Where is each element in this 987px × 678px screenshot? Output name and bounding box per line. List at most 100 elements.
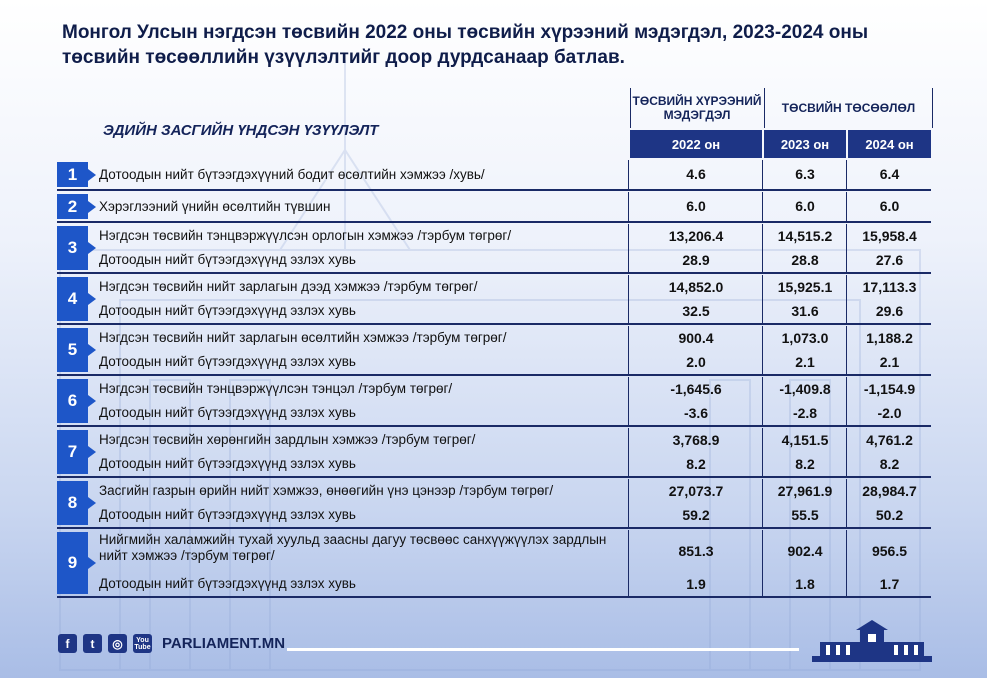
value-cell: 2.1 bbox=[795, 353, 815, 370]
value-cell: 28.8 bbox=[791, 251, 819, 268]
column-divider bbox=[628, 428, 629, 476]
row-label: Нийгмийн халамжийн тухай хуульд заасны д… bbox=[99, 532, 607, 563]
value-cell: 27,961.9 bbox=[777, 482, 833, 499]
year-2024: 2024 он bbox=[848, 130, 931, 158]
column-divider bbox=[628, 530, 629, 596]
value-cell: 14,515.2 bbox=[777, 227, 833, 244]
row-label: Нэгдсэн төсвийн тэнцвэржүүлсэн орлогын х… bbox=[99, 228, 512, 243]
column-divider bbox=[762, 377, 763, 425]
value-cell: 6.3 bbox=[795, 166, 815, 182]
value-cell: -2.0 bbox=[877, 404, 902, 421]
value-cell: 50.2 bbox=[875, 506, 904, 523]
column-divider bbox=[628, 224, 629, 272]
value-cell: 1.8 bbox=[795, 575, 815, 592]
value-cell: 6.0 bbox=[686, 198, 706, 214]
row-label: Дотоодын нийт бүтээгдэхүүнд эзлэх хувь bbox=[99, 354, 356, 369]
table-left-header: ЭДИЙН ЗАСГИЙН ҮНДСЭН ҮЗҮҮЛЭЛТ bbox=[57, 88, 627, 158]
footer-divider bbox=[287, 648, 799, 651]
column-divider bbox=[846, 326, 847, 374]
value-cell: 28,984.7 bbox=[862, 482, 917, 499]
column-divider bbox=[628, 326, 629, 374]
row-label: Дотоодын нийт бүтээгдэхүүнд эзлэх хувь bbox=[99, 303, 356, 318]
row-number-badge: 1 bbox=[57, 162, 96, 187]
value-cell: 29.6 bbox=[875, 302, 904, 319]
column-divider bbox=[762, 428, 763, 476]
table-row: 4 Нэгдсэн төсвийн нийт зарлагын дээд хэмж… bbox=[57, 275, 931, 325]
column-divider bbox=[762, 326, 763, 374]
table-row: 7 Нэгдсэн төсвийн хөрөнгийн зардлын хэмжэ… bbox=[57, 428, 931, 478]
row-label: Дотоодын нийт бүтээгдэхүүнд эзлэх хувь bbox=[99, 456, 356, 471]
table-row: 8 Засгийн газрын өрийн нийт хэмжээ, өнөөг… bbox=[57, 479, 931, 529]
site-link[interactable]: PARLIAMENT.MN bbox=[162, 635, 286, 652]
value-cell: 55.5 bbox=[791, 506, 819, 523]
value-cell: 6.0 bbox=[795, 198, 815, 214]
column-divider bbox=[628, 192, 629, 221]
instagram-icon[interactable]: ◎ bbox=[108, 634, 127, 653]
value-cell: 1.7 bbox=[879, 575, 900, 592]
column-divider bbox=[846, 160, 847, 189]
value-cell: -3.6 bbox=[683, 404, 709, 421]
row-label: Дотоодын нийт бүтээгдэхүүнд эзлэх хувь bbox=[99, 576, 356, 591]
year-2023: 2023 он bbox=[764, 130, 846, 158]
column-divider bbox=[846, 530, 847, 596]
value-cell: -1,154.9 bbox=[863, 380, 916, 397]
table-row: 2 Хэрэглээний үнийн өсөлтийн түвшин 6.0 6.0… bbox=[57, 192, 931, 223]
column-divider bbox=[846, 224, 847, 272]
value-cell: 28.9 bbox=[682, 251, 710, 268]
row-number-badge: 3 bbox=[57, 226, 96, 270]
row-label: Хэрэглээний үнийн өсөлтийн түвшин bbox=[99, 198, 331, 214]
row-number-badge: 4 bbox=[57, 277, 96, 321]
value-cell: 8.2 bbox=[686, 455, 706, 472]
table-row: 5 Нэгдсэн төсвийн нийт зарлагын өсөлтийн … bbox=[57, 326, 931, 376]
column-divider bbox=[846, 377, 847, 425]
page-title: Монгол Улсын нэгдсэн төсвийн 2022 оны тө… bbox=[62, 22, 869, 68]
footer: f t ◎ You Tube PARLIAMENT.MN bbox=[58, 634, 285, 653]
row-number-badge: 8 bbox=[57, 481, 96, 525]
column-divider bbox=[846, 479, 847, 527]
value-cell: 8.2 bbox=[879, 455, 900, 472]
value-cell: 6.4 bbox=[879, 166, 900, 182]
value-cell: 32.5 bbox=[682, 302, 710, 319]
value-cell: 4.6 bbox=[686, 166, 706, 182]
column-divider bbox=[846, 275, 847, 323]
value-cell: 956.5 bbox=[871, 542, 908, 559]
column-divider bbox=[762, 160, 763, 189]
row-label: Засгийн газрын өрийн нийт хэмжээ, өнөөги… bbox=[99, 483, 554, 498]
column-divider bbox=[762, 479, 763, 527]
youtube-icon[interactable]: You Tube bbox=[133, 634, 152, 653]
parliament-logo bbox=[812, 620, 932, 662]
facebook-icon[interactable]: f bbox=[58, 634, 77, 653]
year-2022: 2022 он bbox=[630, 130, 762, 158]
row-number-badge: 5 bbox=[57, 328, 96, 372]
value-cell: 2.1 bbox=[879, 353, 900, 370]
row-label: Дотоодын нийт бүтээгдэхүүнд эзлэх хувь bbox=[99, 507, 356, 522]
value-cell: 1.9 bbox=[686, 575, 706, 592]
row-label: Нэгдсэн төсвийн хөрөнгийн зардлын хэмжээ… bbox=[99, 432, 476, 447]
group1-label: ТӨСВИЙН ХҮРЭЭНИЙ МЭДЭГДЭЛ bbox=[632, 94, 762, 122]
value-cell: 13,206.4 bbox=[668, 227, 724, 244]
value-cell: 1,073.0 bbox=[781, 329, 829, 346]
value-cell: 15,925.1 bbox=[777, 278, 833, 295]
row-label: Дотоодын нийт бүтээгдэхүүнд эзлэх хувь bbox=[99, 252, 356, 267]
twitter-icon[interactable]: t bbox=[83, 634, 102, 653]
column-divider bbox=[762, 530, 763, 596]
column-divider bbox=[846, 428, 847, 476]
row-number-badge: 2 bbox=[57, 194, 96, 219]
value-cell: 59.2 bbox=[682, 506, 710, 523]
value-cell: 900.4 bbox=[678, 329, 714, 346]
table-row: 1 Дотоодын нийт бүтээгдэхүүний бодит өсөл… bbox=[57, 160, 931, 191]
value-cell: 1,188.2 bbox=[866, 329, 913, 346]
column-divider bbox=[762, 224, 763, 272]
column-divider bbox=[628, 377, 629, 425]
value-cell: 14,852.0 bbox=[668, 278, 724, 295]
column-divider bbox=[762, 275, 763, 323]
value-cell: 15,958.4 bbox=[862, 227, 917, 244]
value-cell: 4,761.2 bbox=[866, 431, 913, 448]
row-label: Дотоодын нийт бүтээгдэхүүний бодит өсөлт… bbox=[99, 166, 485, 182]
table-row: 3 Нэгдсэн төсвийн тэнцвэржүүлсэн орлогын … bbox=[57, 224, 931, 274]
value-cell: 27,073.7 bbox=[668, 482, 724, 499]
column-divider bbox=[628, 275, 629, 323]
value-cell: 31.6 bbox=[791, 302, 819, 319]
value-cell: 4,151.5 bbox=[781, 431, 829, 448]
